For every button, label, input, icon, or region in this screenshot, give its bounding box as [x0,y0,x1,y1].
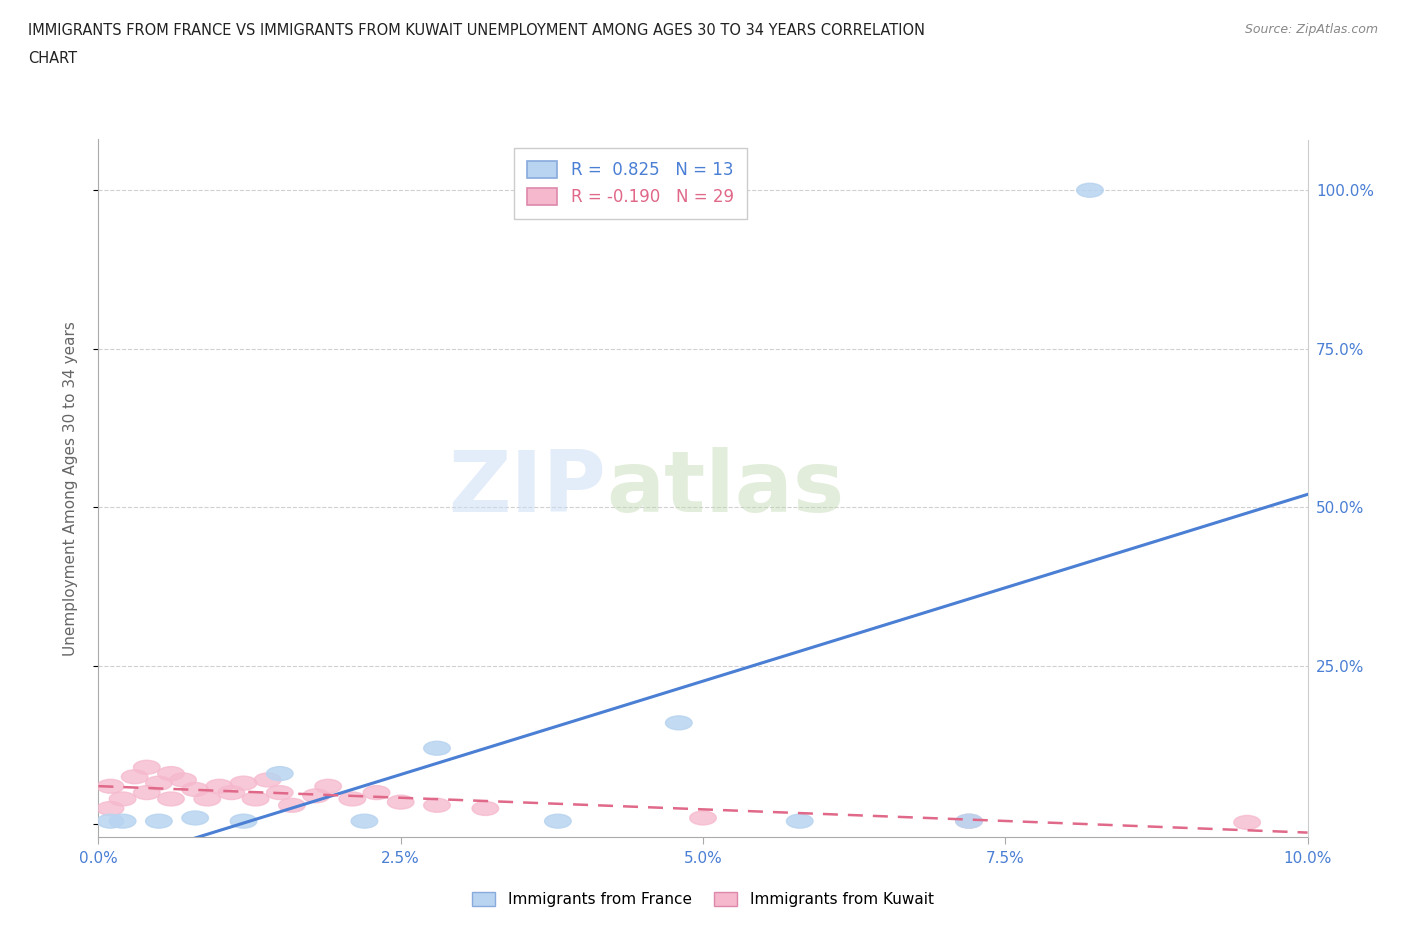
Ellipse shape [181,782,208,796]
Ellipse shape [157,766,184,780]
Ellipse shape [121,770,148,784]
Ellipse shape [157,792,184,806]
Ellipse shape [97,814,124,828]
Legend: Immigrants from France, Immigrants from Kuwait: Immigrants from France, Immigrants from … [467,885,939,913]
Ellipse shape [134,786,160,800]
Ellipse shape [363,786,389,800]
Text: ZIP: ZIP [449,446,606,530]
Ellipse shape [267,786,292,800]
Ellipse shape [388,795,413,809]
Y-axis label: Unemployment Among Ages 30 to 34 years: Unemployment Among Ages 30 to 34 years [63,321,77,656]
Ellipse shape [544,814,571,828]
Ellipse shape [339,792,366,806]
Text: atlas: atlas [606,446,845,530]
Ellipse shape [267,766,292,780]
Text: IMMIGRANTS FROM FRANCE VS IMMIGRANTS FROM KUWAIT UNEMPLOYMENT AMONG AGES 30 TO 3: IMMIGRANTS FROM FRANCE VS IMMIGRANTS FRO… [28,23,925,38]
Ellipse shape [665,716,692,730]
Ellipse shape [690,811,716,825]
Ellipse shape [1234,816,1260,830]
Ellipse shape [786,814,813,828]
Ellipse shape [1077,183,1104,197]
Ellipse shape [254,773,281,787]
Legend: R =  0.825   N = 13, R = -0.190   N = 29: R = 0.825 N = 13, R = -0.190 N = 29 [515,148,747,219]
Ellipse shape [242,792,269,806]
Ellipse shape [423,798,450,812]
Ellipse shape [146,814,172,828]
Ellipse shape [423,741,450,755]
Ellipse shape [97,802,124,816]
Ellipse shape [956,814,983,828]
Ellipse shape [231,814,257,828]
Ellipse shape [181,811,208,825]
Ellipse shape [194,792,221,806]
Ellipse shape [218,786,245,800]
Ellipse shape [110,814,136,828]
Ellipse shape [472,802,499,816]
Ellipse shape [956,814,983,828]
Ellipse shape [134,761,160,774]
Ellipse shape [315,779,342,793]
Text: Source: ZipAtlas.com: Source: ZipAtlas.com [1244,23,1378,36]
Ellipse shape [110,792,136,806]
Ellipse shape [170,773,197,787]
Text: CHART: CHART [28,51,77,66]
Ellipse shape [97,779,124,793]
Ellipse shape [278,798,305,812]
Ellipse shape [231,777,257,790]
Ellipse shape [352,814,378,828]
Ellipse shape [207,779,232,793]
Ellipse shape [302,789,329,803]
Ellipse shape [146,777,172,790]
